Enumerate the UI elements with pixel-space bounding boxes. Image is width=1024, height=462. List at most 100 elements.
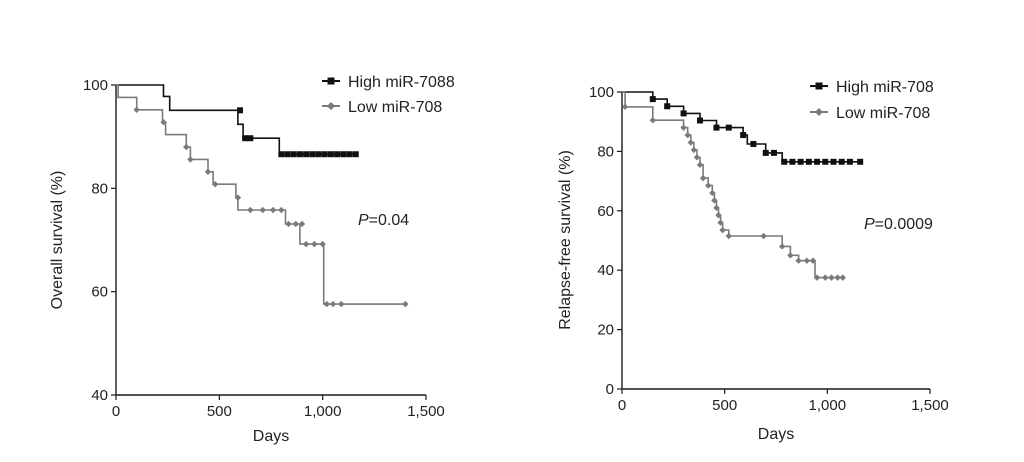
censor-mark-low bbox=[813, 274, 821, 281]
x-tick-label: 1,000 bbox=[304, 403, 342, 420]
legend-marker-high bbox=[327, 77, 335, 85]
censor-mark-high bbox=[789, 158, 796, 165]
p-value-label: P=0.0009 bbox=[864, 216, 933, 233]
censor-mark-high bbox=[352, 151, 359, 158]
y-tick-label: 40 bbox=[597, 262, 614, 279]
censor-mark-high bbox=[762, 149, 769, 156]
censor-mark-low bbox=[803, 257, 810, 264]
censor-mark-low bbox=[285, 220, 292, 228]
censor-mark-low bbox=[705, 182, 712, 189]
censor-mark-high bbox=[814, 158, 821, 165]
censor-mark-low bbox=[319, 240, 326, 248]
censor-mark-high bbox=[278, 151, 285, 158]
y-ticks: 40 60 80 100 bbox=[83, 77, 116, 404]
series-layer bbox=[116, 84, 409, 308]
censor-mark-low bbox=[234, 194, 242, 201]
x-tick-label: 500 bbox=[712, 397, 737, 414]
censor-mark-high bbox=[284, 151, 291, 158]
censor-mark-high bbox=[237, 107, 243, 114]
censor-mark-low bbox=[292, 220, 299, 228]
legend-label-high: High miR-708 bbox=[836, 79, 934, 96]
survival-curve-high bbox=[622, 91, 863, 163]
censor-mark-low bbox=[329, 300, 337, 308]
censor-mark-low bbox=[684, 131, 691, 139]
censor-mark-low bbox=[709, 189, 716, 197]
y-axis-title: Overall survival (%) bbox=[49, 171, 66, 310]
censor-mark-low bbox=[690, 146, 698, 154]
legend-marker-low bbox=[815, 108, 823, 116]
censor-mark-low bbox=[402, 300, 409, 308]
censor-mark-high bbox=[797, 158, 804, 165]
censor-mark-low bbox=[323, 300, 330, 308]
series-layer bbox=[621, 91, 864, 281]
p-value-text: =0.0009 bbox=[875, 216, 933, 233]
censor-mark-high bbox=[664, 103, 671, 110]
x-ticks: 0 500 1,000 1,500 bbox=[112, 395, 445, 420]
censor-mark-low bbox=[687, 139, 694, 146]
censor-mark-low bbox=[725, 232, 732, 240]
x-tick-label: 500 bbox=[207, 403, 232, 420]
censor-mark-low bbox=[247, 206, 254, 214]
censor-mark-low bbox=[834, 274, 841, 281]
censor-mark-high bbox=[857, 158, 864, 165]
x-axis-title: Days bbox=[253, 428, 289, 445]
censor-mark-low bbox=[828, 274, 835, 281]
censor-mark-high bbox=[805, 158, 812, 165]
censor-mark-low bbox=[696, 161, 704, 168]
censor-mark-low bbox=[787, 252, 794, 259]
relapse-free-survival-chart: 0 20 40 60 80 100 0 500 1,000 1,500 Relapse-free… bbox=[557, 79, 949, 443]
censor-mark-high bbox=[649, 96, 656, 103]
censor-mark-high bbox=[309, 151, 316, 158]
censor-mark-low bbox=[183, 143, 190, 151]
censor-mark-low bbox=[269, 206, 277, 214]
censor-mark-high bbox=[327, 151, 334, 158]
x-tick-label: 1,000 bbox=[809, 397, 847, 414]
y-ticks: 0 20 40 60 80 100 bbox=[589, 84, 622, 398]
censor-mark-high bbox=[846, 158, 853, 165]
y-tick-label: 100 bbox=[83, 77, 108, 94]
x-ticks: 0 500 1,000 1,500 bbox=[618, 389, 949, 414]
y-tick-label: 20 bbox=[597, 322, 614, 339]
censor-mark-high bbox=[830, 158, 837, 165]
censor-mark-low bbox=[839, 274, 846, 281]
censor-mark-low bbox=[212, 181, 219, 188]
y-axis-title: Relapse-free survival (%) bbox=[557, 150, 574, 330]
censor-mark-low bbox=[259, 206, 266, 214]
y-tick-label: 80 bbox=[91, 180, 108, 197]
x-tick-label: 1,500 bbox=[911, 397, 949, 414]
legend-marker-low bbox=[327, 102, 335, 110]
censor-mark-low bbox=[160, 119, 167, 126]
censor-mark-low bbox=[795, 257, 802, 264]
censor-mark-high bbox=[247, 135, 254, 142]
censor-mark-low bbox=[809, 257, 817, 264]
censor-mark-high bbox=[242, 135, 249, 142]
x-tick-label: 0 bbox=[618, 397, 626, 414]
censor-mark-high bbox=[303, 151, 310, 158]
legend-label-low: Low miR-708 bbox=[348, 99, 442, 116]
y-tick-label: 60 bbox=[91, 284, 108, 301]
censor-mark-low bbox=[693, 154, 701, 161]
censor-mark-high bbox=[838, 158, 845, 165]
censor-mark-low bbox=[338, 300, 345, 308]
p-value-text: =0.04 bbox=[369, 212, 410, 229]
censor-mark-high bbox=[740, 132, 747, 139]
x-tick-label: 1,500 bbox=[407, 403, 445, 420]
y-tick-label: 60 bbox=[597, 203, 614, 220]
censor-mark-low bbox=[649, 117, 656, 124]
survival-curve-low bbox=[116, 84, 406, 305]
censor-mark-low bbox=[278, 206, 285, 214]
censor-mark-high bbox=[340, 151, 347, 158]
legend-label-low: Low miR-708 bbox=[836, 105, 930, 122]
censor-mark-high bbox=[680, 110, 687, 117]
x-axis-title: Days bbox=[758, 426, 794, 443]
censor-mark-low bbox=[719, 226, 726, 234]
censor-mark-high bbox=[713, 124, 720, 131]
legend-label-high: High miR-7088 bbox=[348, 74, 455, 91]
censor-mark-low bbox=[760, 232, 767, 240]
y-tick-label: 40 bbox=[91, 387, 108, 404]
censor-mark-low bbox=[621, 103, 629, 111]
censor-mark-high bbox=[770, 149, 777, 156]
censor-mark-high bbox=[290, 151, 297, 158]
censor-mark-low bbox=[204, 168, 212, 175]
